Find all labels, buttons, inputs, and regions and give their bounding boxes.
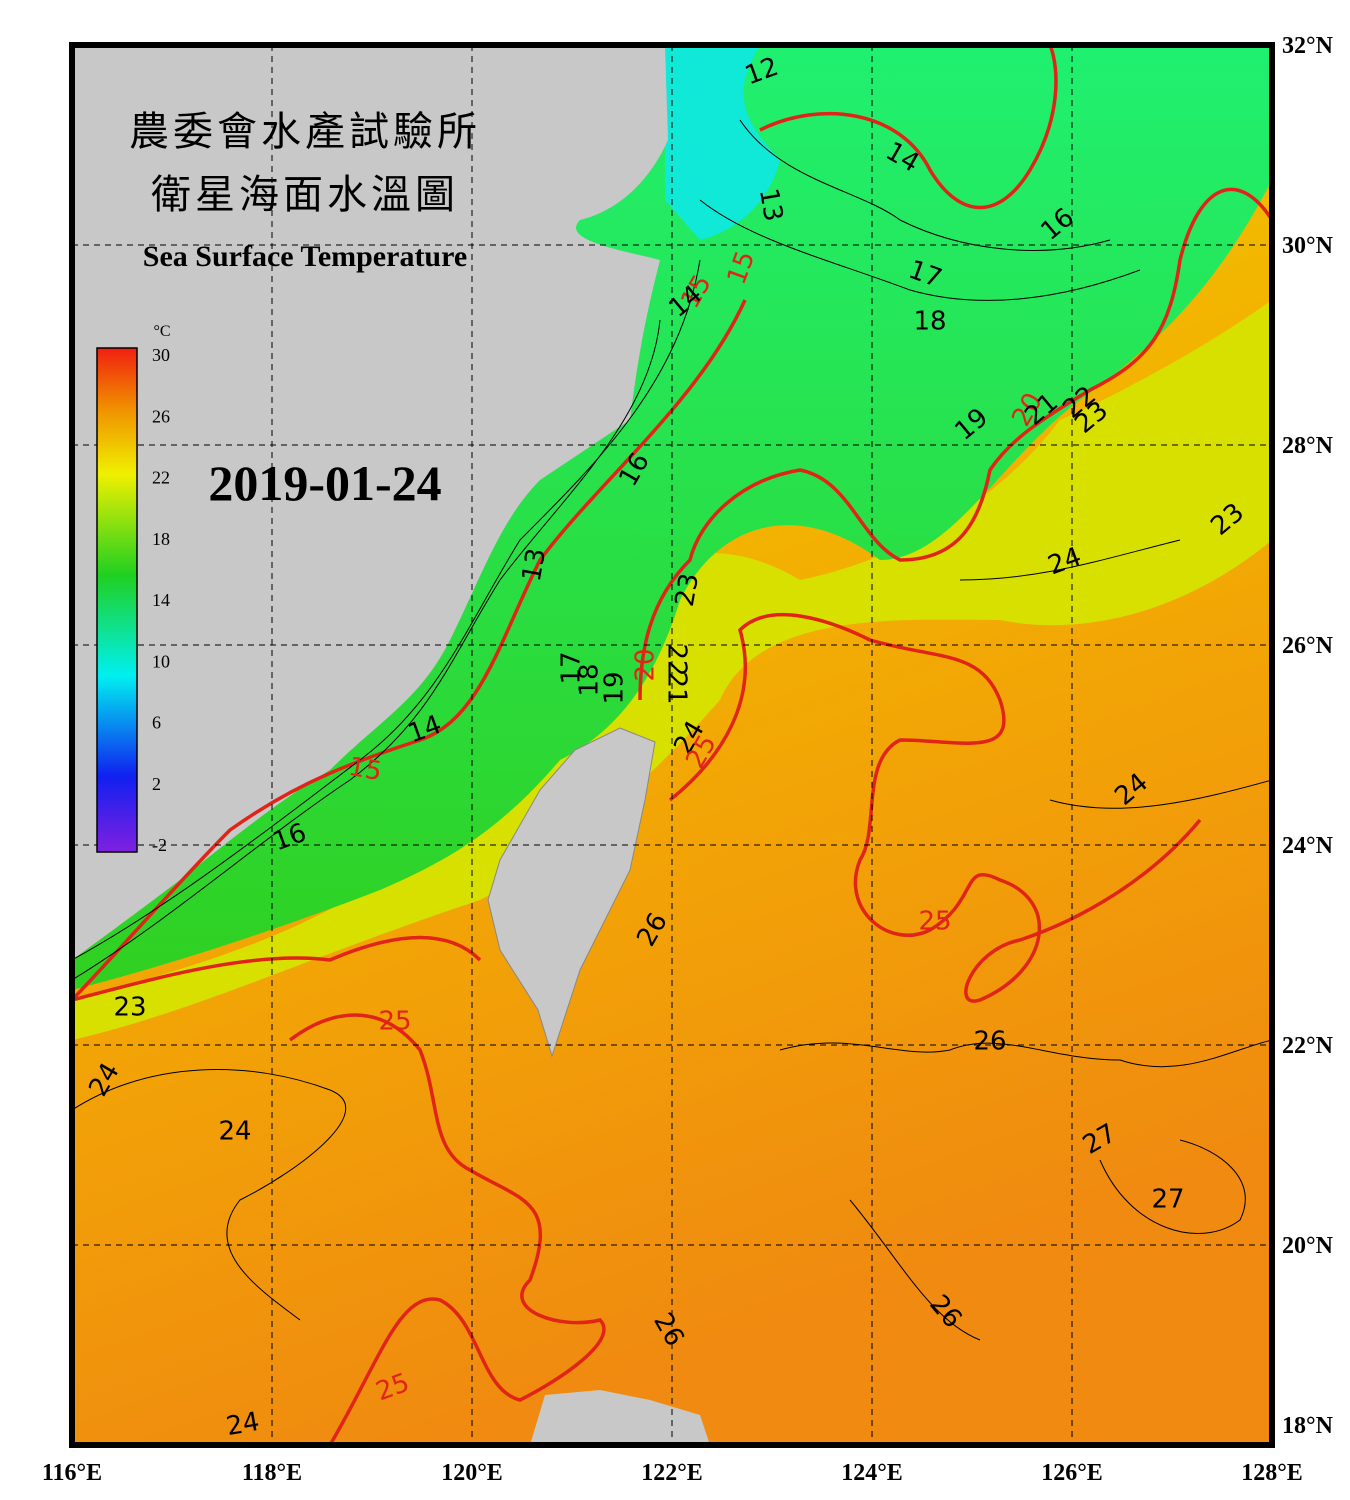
contour-label: 23 (670, 571, 705, 609)
longitude-label: 124°E (841, 1460, 903, 1486)
latitude-label: 32°N (1282, 33, 1334, 59)
axis-labels: 32°N 30°N 28°N 26°N 24°N 22°N 20°N 18°N 116°E 118… (42, 33, 1334, 1486)
red-contours (72, 45, 1272, 1445)
taiwan (487, 727, 656, 1058)
contour-label: 18 (575, 663, 605, 696)
colorbar-tick-label: -2 (152, 835, 167, 855)
contour-label: 25 (378, 1007, 411, 1037)
colorbar-tick-label: 6 (152, 713, 161, 733)
title-en: Sea Surface Temperature (143, 240, 467, 273)
cold-water (665, 45, 780, 240)
colorbar-tick-label: 14 (152, 590, 170, 610)
cool-water (72, 45, 1272, 990)
graticule (72, 45, 1272, 1445)
date: 2019-01-24 (208, 455, 441, 511)
transition-band (72, 300, 1272, 1040)
contour-label: 13 (753, 186, 788, 224)
map-frame (69, 42, 1275, 1448)
contour-label: 24 (224, 1407, 262, 1442)
mainland (72, 45, 668, 960)
longitude-label: 116°E (42, 1460, 102, 1486)
longitude-label: 122°E (641, 1460, 703, 1486)
contour-label: 22 (662, 643, 692, 676)
colorbar-tick-label: 10 (152, 651, 170, 671)
colorbar-tick-label: 30 (152, 345, 170, 365)
colorbar-ticks: 30 26 22 18 14 10 6 2 -2 (152, 345, 170, 855)
colorbar-tick-label: 2 (152, 774, 161, 794)
latitude-label: 20°N (1282, 1233, 1334, 1259)
title-zh-1: 農委會水產試驗所 (129, 109, 481, 155)
title-zh-2: 衛星海面水溫圖 (151, 172, 459, 218)
contour-label: 24 (218, 1117, 251, 1147)
contour-label: 17 (557, 651, 587, 684)
colorbar-tick-label: 22 (152, 468, 170, 488)
contour-label: 15 (346, 752, 384, 787)
contour-label: 26 (973, 1027, 1006, 1057)
contour-label: 13 (517, 546, 552, 584)
contour-label: 25 (918, 907, 951, 937)
latitude-label: 22°N (1282, 1033, 1334, 1059)
colorbar-unit: °C (153, 323, 170, 340)
contour-label: 23 (113, 993, 146, 1023)
contour-label: 27 (1151, 1185, 1184, 1215)
colorbar-tick-label: 26 (152, 406, 170, 426)
contour-label: 20 (631, 648, 661, 681)
contour-label: 18 (913, 307, 946, 337)
longitude-label: 120°E (441, 1460, 503, 1486)
latitude-label: 30°N (1282, 233, 1334, 259)
colorbar-tick-label: 18 (152, 529, 170, 549)
latitude-label: 24°N (1282, 833, 1334, 859)
longitude-label: 126°E (1041, 1460, 1103, 1486)
contour-label: 21 (662, 671, 692, 704)
latitude-label: 28°N (1282, 433, 1334, 459)
contour-label: 19 (600, 671, 630, 704)
longitude-label: 128°E (1241, 1460, 1303, 1486)
longitude-label: 118°E (242, 1460, 302, 1486)
black-contours (72, 119, 1272, 1341)
colorbar (96, 347, 138, 853)
luzon (530, 1390, 710, 1445)
latitude-label: 18°N (1282, 1413, 1334, 1439)
latitude-label: 26°N (1282, 633, 1334, 659)
